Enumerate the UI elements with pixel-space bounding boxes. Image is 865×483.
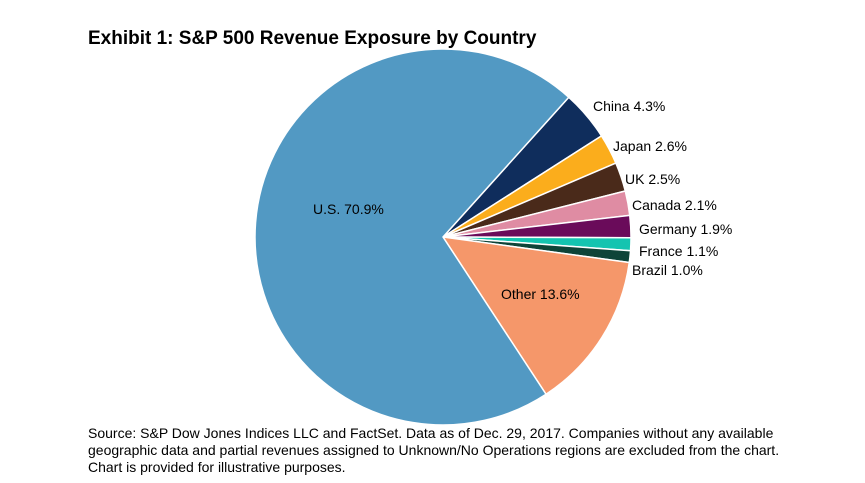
slice-label-u-s: U.S. 70.9% bbox=[313, 201, 384, 217]
slice-label-china: China 4.3% bbox=[593, 98, 665, 114]
slice-label-france: France 1.1% bbox=[639, 243, 718, 259]
slice-label-other: Other 13.6% bbox=[501, 286, 580, 302]
slice-label-uk: UK 2.5% bbox=[625, 171, 680, 187]
slice-label-germany: Germany 1.9% bbox=[639, 221, 732, 237]
pie-slice-other bbox=[442, 236, 631, 395]
slice-label-canada: Canada 2.1% bbox=[632, 197, 717, 213]
slice-label-japan: Japan 2.6% bbox=[613, 138, 687, 154]
source-note: Source: S&P Dow Jones Indices LLC and Fa… bbox=[88, 425, 780, 475]
pie-slice-u-s bbox=[254, 48, 570, 426]
slice-label-brazil: Brazil 1.0% bbox=[632, 262, 703, 278]
chart-title: Exhibit 1: S&P 500 Revenue Exposure by C… bbox=[88, 28, 537, 49]
